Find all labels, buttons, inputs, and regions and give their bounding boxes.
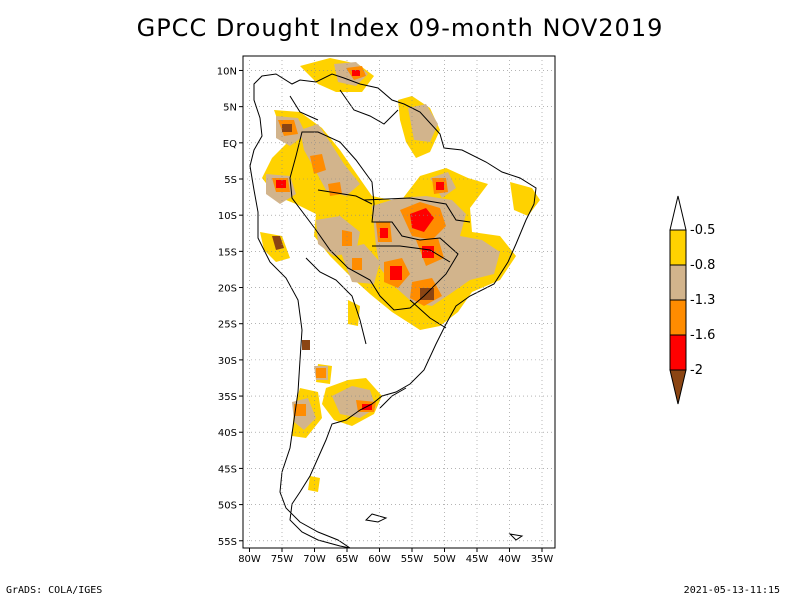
lat-label: 30S [218, 356, 237, 367]
lon-label: 40W [498, 554, 521, 565]
lat-label: 25S [218, 320, 237, 331]
colorbar-legend: -0.5 -0.8 -1.3 -1.6 -2 [669, 195, 715, 405]
legend-segment-5 [669, 369, 687, 405]
lat-label: 50S [218, 501, 237, 512]
lon-label: 35W [531, 554, 554, 565]
legend-segment-4 [669, 334, 687, 371]
lat-label: 55S [218, 537, 237, 548]
map-frame [242, 55, 556, 549]
footer-left: GrADS: COLA/IGES [6, 585, 103, 596]
legend-segment-3 [669, 299, 687, 336]
lat-label: 40S [218, 428, 237, 439]
lat-label: 10S [218, 211, 237, 222]
footer-right: 2021-05-13-11:15 [683, 585, 780, 596]
lon-label: 80W [238, 554, 261, 565]
legend-label-1: -0.8 [690, 258, 715, 273]
legend-segment-0 [669, 195, 687, 231]
gridlines [239, 56, 555, 552]
lon-label: 75W [271, 554, 294, 565]
lon-label: 50W [433, 554, 456, 565]
lon-label: 70W [303, 554, 326, 565]
lon-label: 55W [401, 554, 424, 565]
longitude-labels: 80W 75W 70W 65W 60W 55W 50W 45W 40W 35W [238, 554, 553, 565]
legend-segment-2 [669, 264, 687, 301]
lat-label: 15S [218, 247, 237, 258]
legend-label-2: -1.3 [690, 293, 715, 308]
lon-label: 60W [368, 554, 391, 565]
lon-label: 45W [466, 554, 489, 565]
lat-label: 45S [218, 464, 237, 475]
lat-label: 5S [224, 175, 237, 186]
lat-label: EQ [223, 139, 237, 150]
map-title: GPCC Drought Index 09-month NOV2019 [136, 14, 664, 42]
legend-segment-1 [669, 229, 687, 266]
lat-label: 20S [218, 284, 237, 295]
lat-label: 35S [218, 392, 237, 403]
lat-label: 5N [223, 103, 237, 114]
lon-label: 65W [336, 554, 359, 565]
lat-label: 10N [217, 66, 237, 77]
latitude-labels: 10N 5N EQ 5S 10S 15S 20S 25S 30S 35S 40S 45S 50S 55S [217, 66, 237, 547]
legend-label-4: -2 [690, 363, 703, 378]
drought-shading [260, 58, 540, 492]
legend-label-3: -1.6 [690, 328, 715, 343]
legend-label-0: -0.5 [690, 223, 715, 238]
